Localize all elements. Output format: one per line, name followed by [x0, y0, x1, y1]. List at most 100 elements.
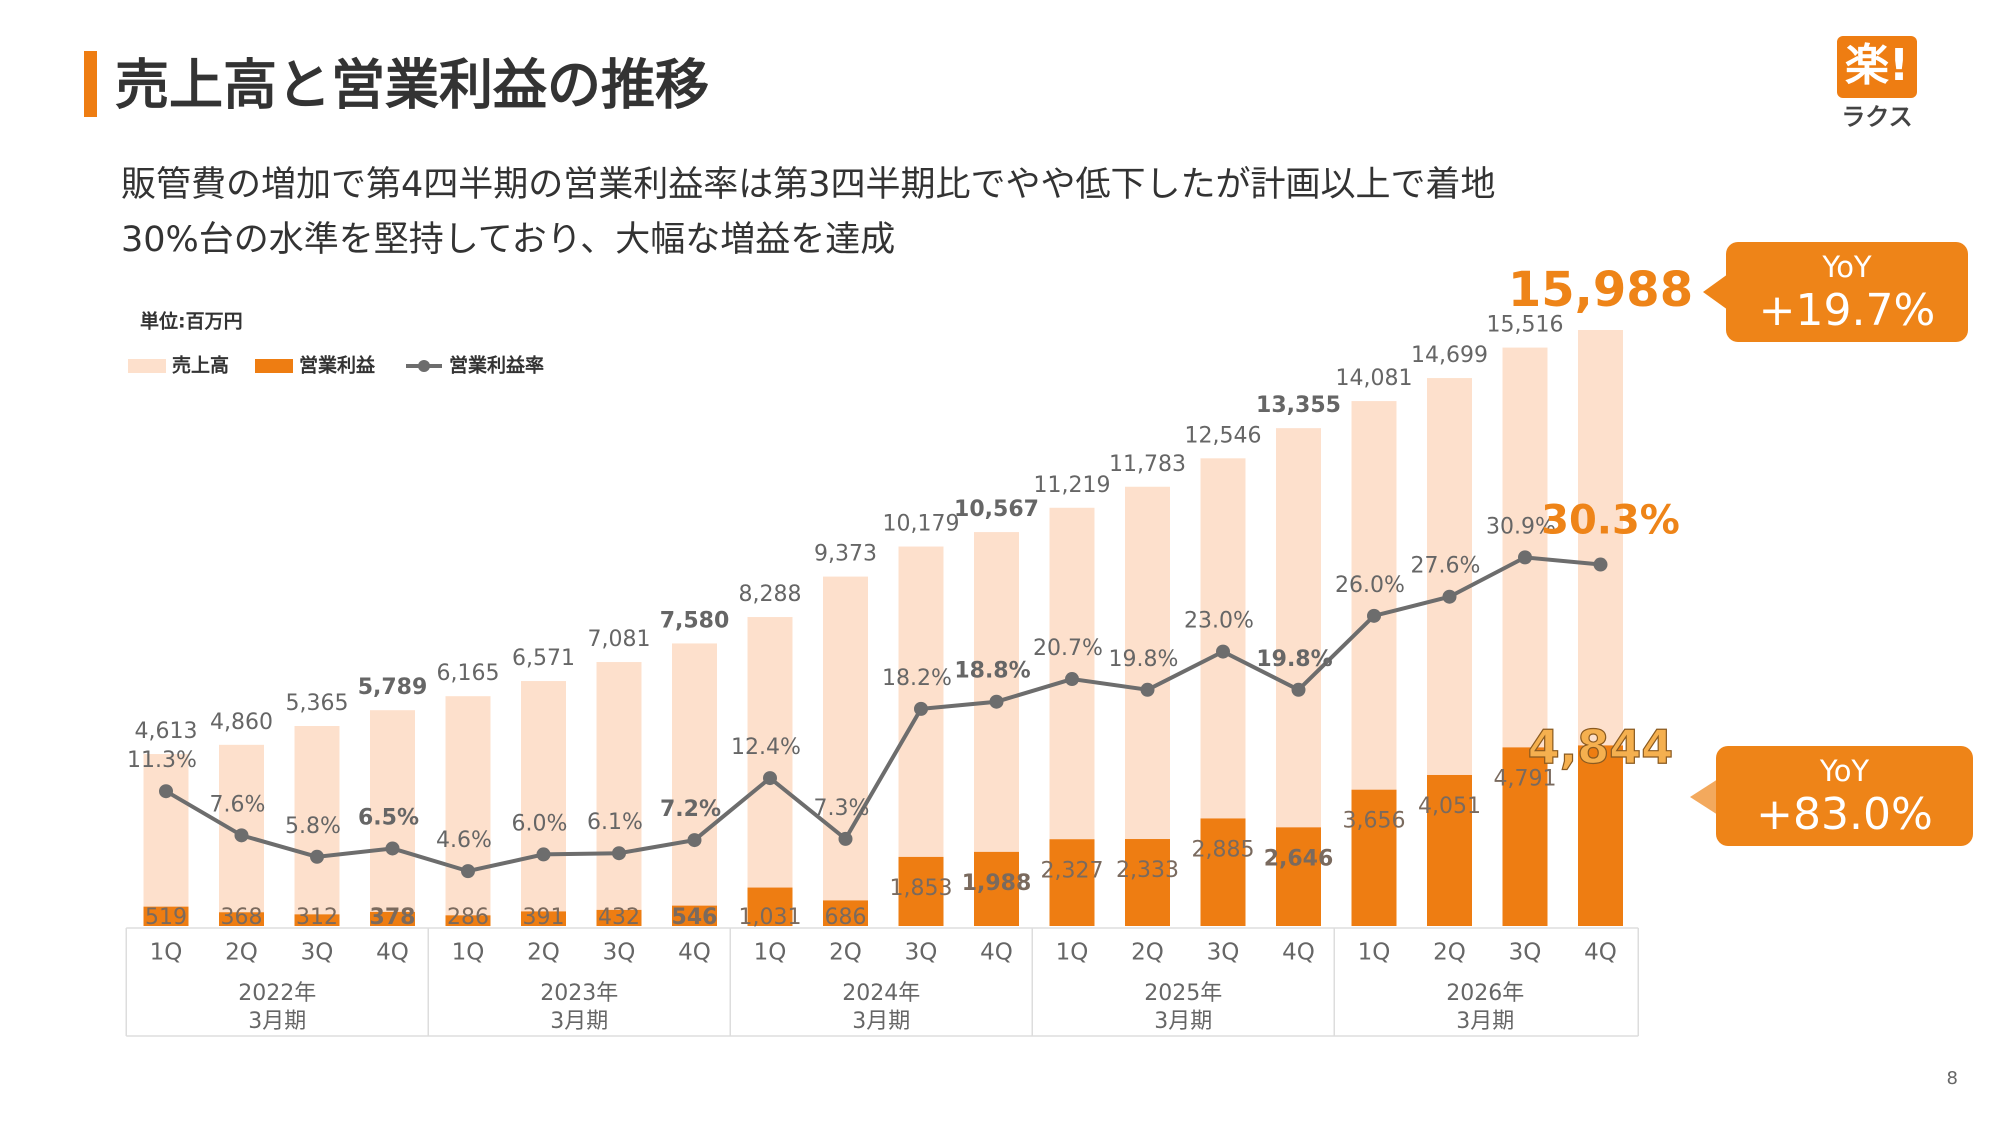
margin-label: 18.2% [882, 666, 952, 691]
revenue-label: 13,355 [1256, 393, 1341, 418]
margin-label: 30.9% [1486, 514, 1556, 539]
margin-point [914, 701, 928, 716]
profit-label: 2,327 [1041, 858, 1104, 883]
page-number: 8 [1947, 1068, 1958, 1089]
profit-label: 2,333 [1116, 858, 1179, 883]
group-year: 2024年 [842, 981, 920, 1006]
legend-label: 営業利益率 [449, 354, 544, 377]
margin-label: 18.8% [954, 659, 1030, 684]
margin-point [612, 846, 626, 861]
revenue-bar [596, 662, 642, 926]
margin-label: 6.0% [512, 811, 568, 836]
profit-bar [1351, 789, 1397, 926]
margin-point [234, 828, 249, 843]
logo-badge [1837, 36, 1917, 98]
margin-label: 12.4% [731, 735, 801, 760]
legend-swatch [128, 359, 166, 373]
margin-label: 7.6% [210, 792, 266, 817]
margin-label: 5.8% [285, 814, 341, 839]
unit-label: 単位:百万円 [140, 310, 243, 333]
revenue-label: 10,179 [883, 512, 960, 537]
profit-label: 3,656 [1343, 809, 1406, 834]
title: 売上高と営業利益の推移 [115, 54, 709, 117]
margin-point [1518, 550, 1532, 565]
group-period: 3月期 [248, 1009, 306, 1034]
revenue-label: 15,516 [1487, 313, 1564, 338]
callout-value: +83.0% [1756, 789, 1933, 840]
revenue-label: 7,081 [588, 627, 651, 652]
x-tick-label: 2Q [1131, 940, 1164, 966]
profit-label: 4,051 [1418, 794, 1481, 819]
profit-label: 391 [523, 905, 565, 930]
margin-point [1442, 589, 1457, 604]
profit-label: 519 [145, 905, 187, 930]
profit-label: 1,853 [890, 876, 953, 901]
margin-point [1216, 644, 1230, 659]
subtitle-line: 販管費の増加で第4四半期の営業利益率は第3四半期比でやや低下したが計画以上で着地 [121, 165, 1496, 205]
x-tick-label: 4Q [1282, 940, 1315, 966]
group-period: 3月期 [852, 1009, 910, 1034]
profit-label: 1,031 [739, 905, 802, 930]
profit-label: 378 [370, 905, 416, 930]
revenue-label: 12,546 [1185, 423, 1262, 448]
x-tick-label: 4Q [376, 940, 409, 966]
callout-label: YoY [1821, 250, 1872, 284]
x-tick-label: 3Q [603, 940, 636, 966]
margin-label: 6.5% [358, 805, 419, 830]
margin-label: 4.6% [436, 828, 492, 853]
revenue-bar [370, 710, 415, 926]
revenue-label: 10,567 [954, 497, 1039, 522]
profit-bar [370, 911, 415, 926]
margin-point [1140, 682, 1155, 697]
revenue-bar [521, 681, 566, 926]
profit-bar [1427, 774, 1472, 926]
profit-bar [596, 909, 642, 926]
group-period: 3月期 [550, 1009, 608, 1034]
profit-label: 312 [296, 905, 338, 930]
revenue-bar [294, 726, 340, 926]
profit-bar [143, 906, 189, 926]
profit-bar [445, 915, 491, 926]
margin-point [1367, 608, 1381, 623]
margin-point [989, 694, 1004, 709]
x-tick-label: 4Q [1584, 940, 1617, 966]
x-tick-label: 1Q [452, 940, 485, 966]
margin-label: 11.3% [127, 748, 197, 773]
revenue-label: 14,081 [1336, 366, 1413, 391]
profit-label: 1,988 [962, 871, 1032, 896]
margin-label: 7.3% [814, 796, 870, 821]
x-tick-label: 1Q [754, 940, 787, 966]
callout-label: YoY [1819, 754, 1870, 788]
profit-bar [294, 914, 340, 926]
profit-label: 2,646 [1264, 846, 1334, 871]
revenue-label: 15,988 [1508, 262, 1693, 318]
x-tick-label: 3Q [1207, 940, 1240, 966]
revenue-label: 11,783 [1109, 452, 1186, 477]
profit-label: 286 [447, 905, 489, 930]
margin-point [763, 771, 777, 786]
profit-bar [1200, 818, 1246, 926]
revenue-bar [672, 643, 717, 926]
profit-label: 4,791 [1494, 766, 1557, 791]
x-tick-label: 2Q [527, 940, 560, 966]
profit-label: 4,844 [1528, 720, 1674, 774]
revenue-label: 14,699 [1411, 343, 1488, 368]
revenue-label: 7,580 [660, 608, 730, 633]
margin-point [1593, 557, 1608, 572]
margin-label: 23.0% [1184, 609, 1254, 634]
margin-point [687, 833, 702, 848]
profit-bar [1578, 745, 1623, 926]
callout-box [1726, 242, 1968, 342]
legend-swatch [255, 359, 293, 373]
x-tick-label: 3Q [301, 940, 334, 966]
callout-value: +19.7% [1759, 285, 1936, 336]
margin-point [1291, 682, 1306, 697]
x-tick-label: 3Q [905, 940, 938, 966]
margin-point [159, 784, 173, 799]
callout-box [1716, 746, 1973, 846]
group-period: 3月期 [1154, 1009, 1212, 1034]
legend-label: 営業利益 [299, 354, 376, 377]
subtitle-line: 30%台の水準を堅持しており、大幅な増益を達成 [121, 220, 895, 260]
logo: 楽! ラクス [1837, 36, 1917, 131]
